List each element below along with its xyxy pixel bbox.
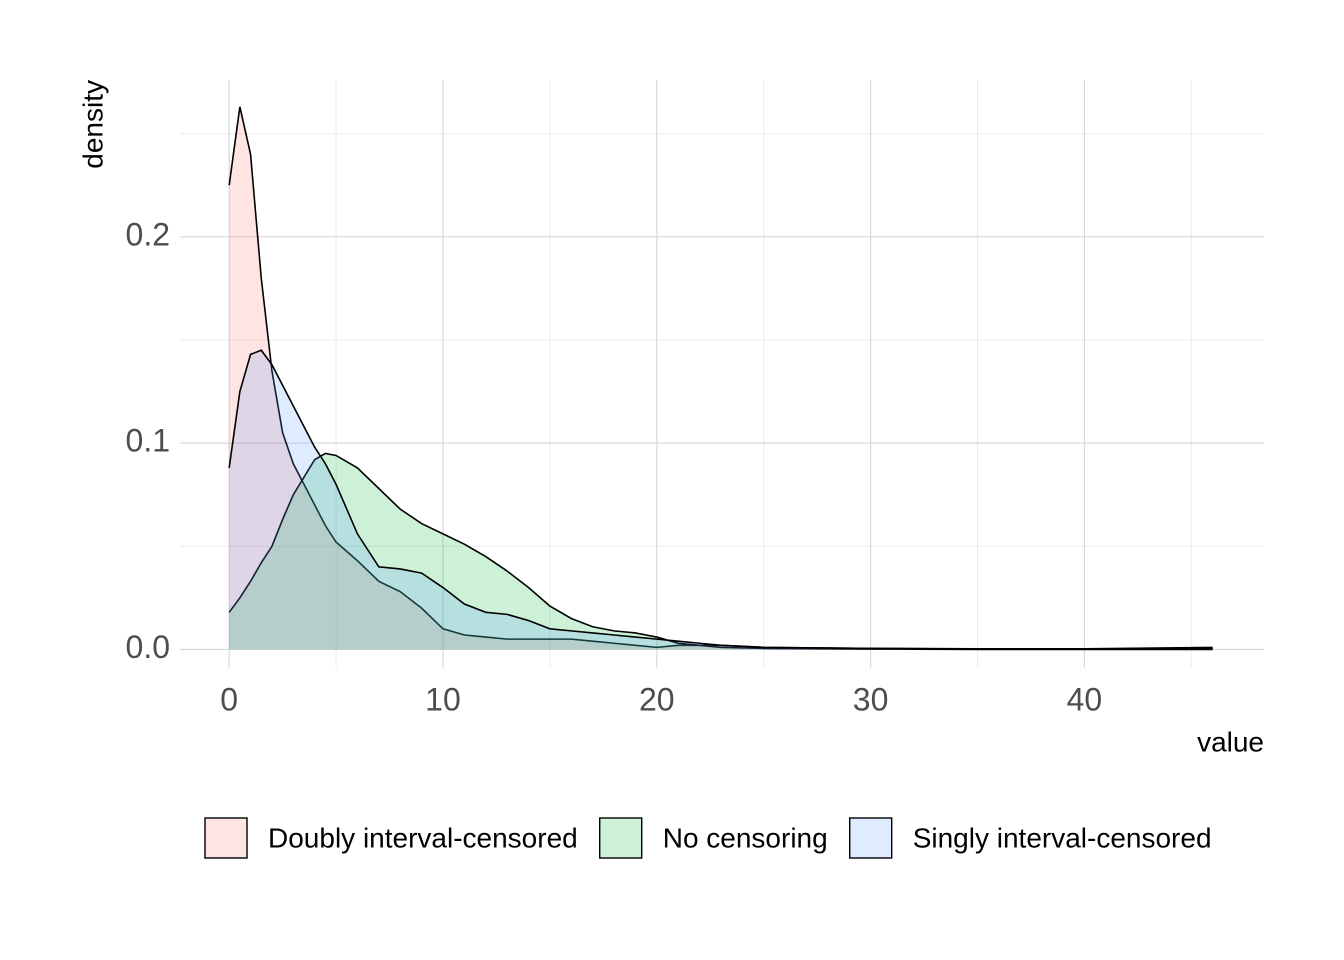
areas [228, 106, 1213, 651]
legend-label: Doubly interval-censored [268, 822, 578, 853]
legend: Doubly interval-censored No censoring Sing… [204, 817, 1212, 859]
density-area [229, 350, 1213, 650]
x-tick-label: 40 [1067, 681, 1103, 717]
legend-key [204, 817, 248, 859]
legend-label: No censoring [663, 822, 828, 853]
density-line [228, 349, 1213, 650]
y-tick-label: 0.1 [126, 423, 170, 459]
legend-key [849, 817, 893, 859]
labels: value density 0 10 20 30 40 0.0 0.1 0.2 [77, 80, 1264, 757]
y-tick-label: 0.0 [126, 629, 170, 665]
x-tick-label: 10 [425, 681, 461, 717]
y-tick-label: 0.2 [126, 216, 170, 252]
density-line [228, 452, 1213, 651]
density-area [229, 106, 1213, 650]
legend-label: Singly interval-censored [913, 822, 1212, 853]
x-axis-title: value [1197, 726, 1264, 757]
legend-key [599, 817, 643, 859]
x-tick-label: 30 [853, 681, 889, 717]
y-axis-title: density [77, 80, 108, 169]
x-tick-label: 0 [220, 681, 238, 717]
density-area [229, 453, 1213, 650]
x-tick-label: 20 [639, 681, 675, 717]
